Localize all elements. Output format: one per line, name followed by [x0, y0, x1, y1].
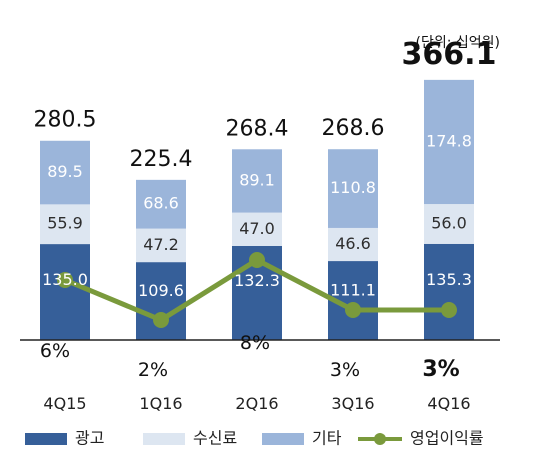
bar-segment-광고-4Q16: [424, 243, 474, 340]
legend-swatch-광고: [25, 433, 67, 445]
legend-label-영업이익률: 영업이익률: [410, 429, 484, 448]
operating-margin-point-4Q15: [57, 272, 73, 288]
operating-margin-point-1Q16: [153, 312, 169, 328]
bar-segment-기타-4Q15: [40, 140, 90, 205]
legend: 광고 수신료 기타 영업이익률: [25, 429, 484, 448]
legend-swatch-기타: [262, 433, 304, 445]
category-label-2Q16: 2Q16: [235, 394, 278, 413]
value-label-기타-1Q16: 68.6: [143, 194, 179, 213]
total-label-4Q16: 366.1: [402, 37, 497, 72]
value-label-광고-4Q16: 135.3: [426, 270, 472, 289]
legend-marker: [374, 433, 386, 445]
operating-margin-point-4Q16: [441, 302, 457, 318]
total-label-2Q16: 268.4: [226, 116, 289, 141]
operating-margin-point-2Q16: [249, 252, 265, 268]
value-label-수신료-3Q16: 46.6: [335, 234, 371, 253]
total-label-4Q15: 280.5: [34, 108, 97, 133]
value-label-수신료-4Q15: 55.9: [47, 214, 83, 233]
value-label-기타-4Q15: 89.5: [47, 162, 83, 181]
legend-label-기타: 기타: [312, 429, 342, 448]
value-label-기타-2Q16: 89.1: [239, 170, 275, 189]
category-label-4Q16: 4Q16: [427, 394, 470, 413]
operating-margin-point-3Q16: [345, 302, 361, 318]
bar-segment-수신료-2Q16: [232, 212, 282, 246]
bar-segment-광고-4Q15: [40, 244, 90, 340]
bar-segment-기타-1Q16: [136, 179, 186, 229]
legend-label-광고: 광고: [75, 429, 104, 448]
category-label-4Q15: 4Q15: [43, 394, 86, 413]
margin-label-4Q16: 3%: [422, 357, 459, 382]
total-label-3Q16: 268.6: [322, 116, 385, 141]
margin-label-2Q16: 8%: [240, 332, 270, 354]
value-label-기타-3Q16: 110.8: [330, 178, 376, 197]
bar-segment-수신료-4Q16: [424, 204, 474, 244]
bar-segment-수신료-4Q15: [40, 204, 90, 245]
margin-label-1Q16: 2%: [138, 359, 168, 381]
unit-label: (단위: 십억원): [416, 35, 501, 51]
value-label-수신료-4Q16: 56.0: [431, 213, 467, 232]
total-label-1Q16: 225.4: [130, 147, 193, 172]
value-label-기타-4Q16: 174.8: [426, 131, 472, 150]
value-label-수신료-2Q16: 47.0: [239, 219, 275, 238]
legend-swatch-수신료: [143, 433, 185, 445]
bar-segment-기타-2Q16: [232, 149, 282, 213]
category-label-3Q16: 3Q16: [331, 394, 374, 413]
value-label-광고-1Q16: 109.6: [138, 281, 184, 300]
legend-label-수신료: 수신료: [193, 429, 237, 448]
margin-label-4Q15: 6%: [40, 340, 70, 362]
bar-segment-수신료-1Q16: [136, 228, 186, 263]
bar-segment-기타-3Q16: [328, 149, 378, 228]
bar-segment-광고-1Q16: [136, 262, 186, 340]
bar-segment-기타-4Q16: [424, 79, 474, 205]
bar-segment-수신료-3Q16: [328, 227, 378, 262]
value-label-광고-3Q16: 111.1: [330, 281, 376, 300]
category-label-1Q16: 1Q16: [139, 394, 182, 413]
value-label-수신료-1Q16: 47.2: [143, 235, 179, 254]
value-label-광고-4Q15: 135.0: [42, 270, 88, 289]
margin-label-3Q16: 3%: [330, 359, 360, 381]
value-label-광고-2Q16: 132.3: [234, 271, 280, 290]
